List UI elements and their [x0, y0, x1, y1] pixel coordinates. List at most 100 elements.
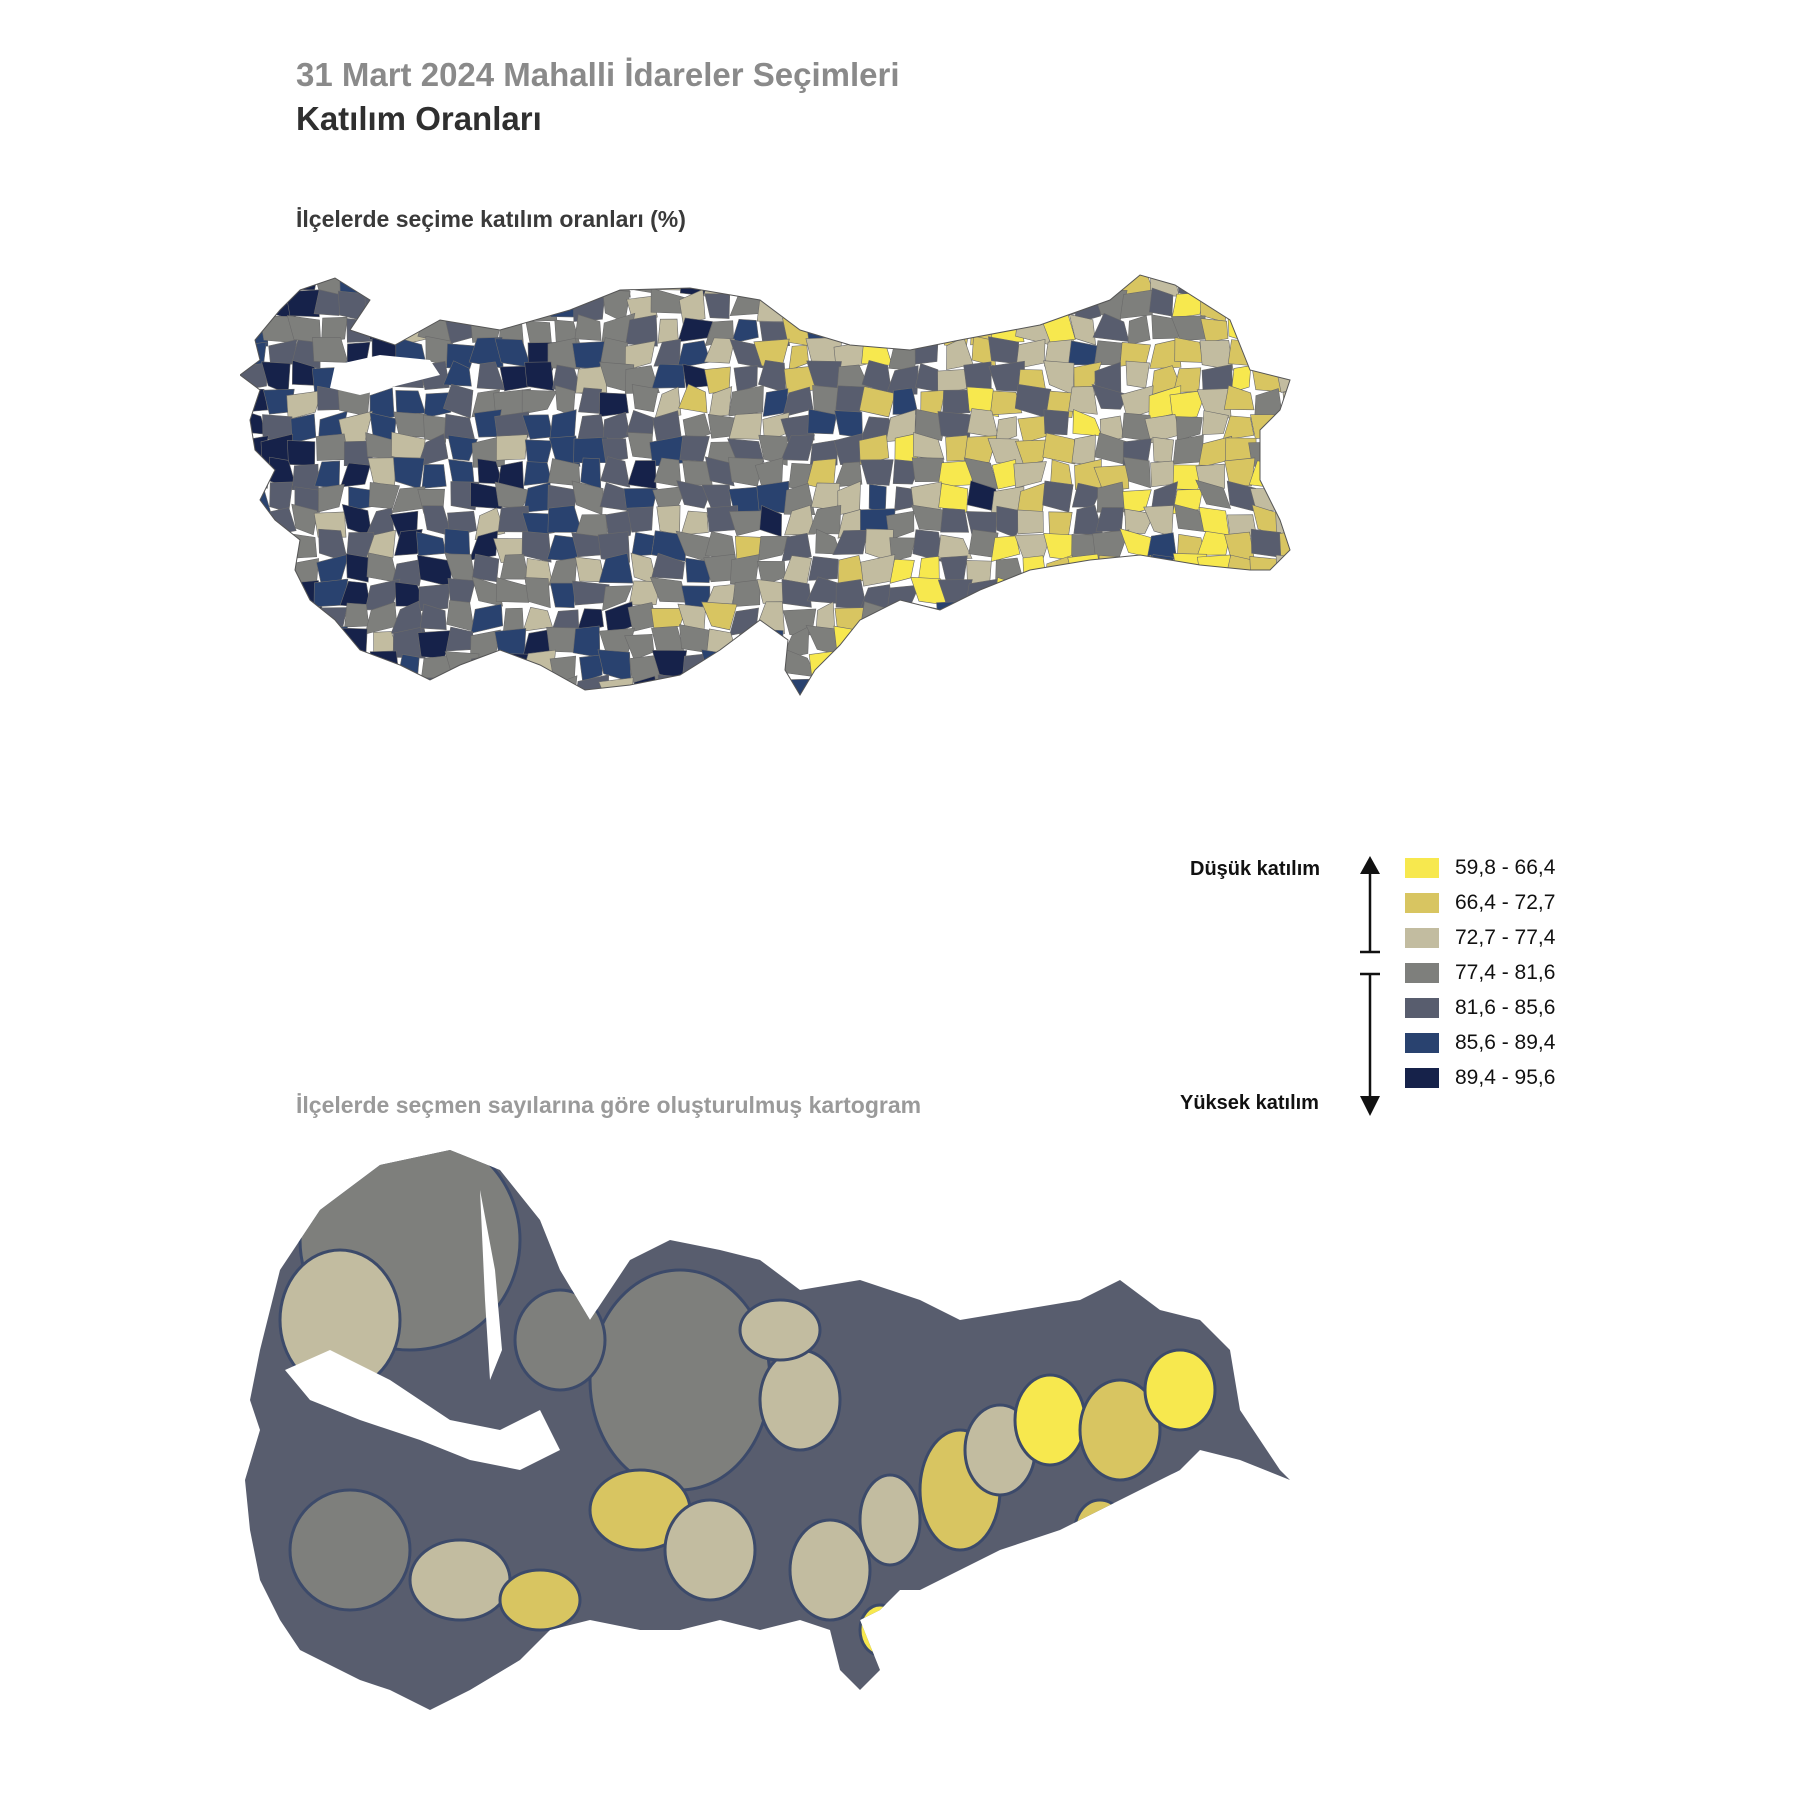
district-cell	[832, 529, 868, 555]
legend-class-6: 85,6 - 89,4	[1405, 1031, 1555, 1054]
district-cell	[1223, 632, 1257, 659]
district-cell	[447, 578, 476, 603]
district-cell	[344, 602, 370, 628]
district-cell	[599, 697, 634, 723]
district-cell	[240, 600, 263, 629]
district-cell	[1098, 554, 1126, 584]
district-cell	[598, 552, 634, 584]
district-cell	[965, 578, 998, 609]
district-cell	[294, 486, 320, 513]
district-cell	[785, 275, 817, 300]
district-cell	[423, 392, 452, 419]
district-cell	[627, 460, 657, 490]
district-cell	[857, 275, 892, 293]
district-cell	[781, 578, 812, 608]
district-cell	[312, 337, 349, 363]
district-cell	[1015, 604, 1051, 631]
cartogram-region	[408, 1538, 512, 1622]
district-cell	[1229, 290, 1260, 323]
district-cell	[1253, 275, 1281, 295]
district-cell	[264, 650, 295, 680]
district-cell	[703, 337, 736, 364]
district-cell	[812, 676, 839, 695]
district-cell	[1222, 415, 1255, 441]
district-cell	[395, 699, 422, 729]
district-cell	[1275, 292, 1290, 321]
map-title: 31 Mart 2024 Mahalli İdareler Seçimleri	[296, 56, 900, 93]
district-cell	[1231, 365, 1252, 393]
district-cell	[788, 344, 810, 371]
district-cell	[937, 534, 973, 560]
district-cell	[602, 585, 633, 611]
district-cell	[391, 674, 421, 695]
district-cell	[1099, 672, 1128, 695]
district-cell	[784, 504, 815, 536]
district-cell	[523, 461, 553, 486]
district-cell	[732, 579, 761, 608]
district-cell	[860, 673, 896, 695]
cartogram-region	[1078, 1378, 1162, 1482]
district-cell	[367, 679, 393, 695]
district-cell	[446, 275, 474, 299]
district-cell	[470, 275, 505, 298]
district-cell	[471, 576, 503, 607]
district-cell	[240, 275, 266, 296]
cartogram-caption: İlçelerde seçmen sayılarına göre oluştur…	[296, 1092, 922, 1118]
district-cell	[551, 275, 580, 299]
district-cell	[839, 275, 867, 294]
district-cell	[1094, 340, 1123, 365]
district-cell	[1047, 653, 1078, 685]
district-cell	[1195, 605, 1232, 635]
district-cell	[285, 649, 317, 676]
district-cell	[468, 289, 504, 318]
district-cell	[313, 626, 349, 658]
district-cell	[946, 697, 969, 727]
district-cell	[598, 677, 634, 695]
district-cell	[625, 314, 658, 347]
district-cell	[260, 625, 297, 656]
district-cell	[1071, 434, 1096, 466]
district-cell	[521, 389, 558, 415]
district-cell	[395, 390, 426, 415]
district-cell	[499, 554, 529, 580]
district-cell	[290, 413, 317, 444]
district-cell	[442, 291, 478, 321]
legend-range-label: 59,8 - 66,4	[1455, 856, 1556, 879]
cartogram-region	[588, 1268, 772, 1492]
district-cell	[524, 577, 551, 609]
district-cell	[965, 671, 999, 695]
district-cell	[1173, 699, 1205, 731]
legend-arrows	[1360, 856, 1380, 1116]
district-cell	[1015, 439, 1051, 466]
district-cell	[781, 532, 812, 562]
district-cell	[888, 343, 918, 371]
district-cell	[728, 412, 763, 440]
district-cell	[553, 675, 578, 695]
district-cell	[911, 311, 940, 345]
district-cell	[758, 434, 788, 466]
district-cell	[859, 386, 896, 418]
cartogram-gap	[480, 1190, 502, 1380]
district-cell	[677, 340, 711, 369]
district-cell	[571, 275, 607, 298]
district-cell	[1228, 651, 1260, 676]
district-cell	[419, 603, 447, 631]
district-cell	[600, 456, 631, 488]
district-cell	[1228, 672, 1259, 695]
district-cell	[1249, 313, 1284, 341]
district-cell	[731, 318, 759, 344]
district-cell	[1075, 579, 1097, 613]
choropleth-map	[240, 274, 1291, 731]
district-cell	[964, 631, 997, 657]
district-cell	[240, 557, 271, 583]
district-cell	[1015, 671, 1043, 695]
district-cell	[1257, 583, 1278, 609]
district-cell	[291, 503, 318, 536]
district-cell	[937, 275, 973, 296]
district-cell	[547, 505, 583, 533]
district-cell	[269, 698, 292, 729]
district-cell	[994, 577, 1019, 606]
district-cell	[1067, 553, 1103, 585]
district-cell	[737, 676, 764, 695]
district-cell	[578, 387, 603, 414]
